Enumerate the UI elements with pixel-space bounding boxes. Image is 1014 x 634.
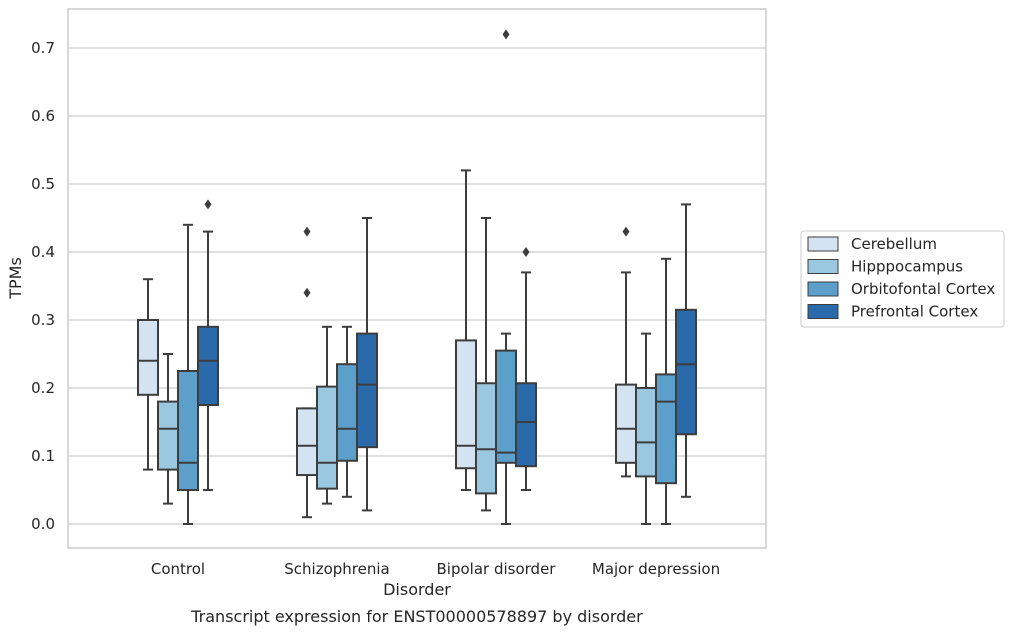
box-orbitofontal-cortex [336, 325, 358, 498]
chart-caption: Transcript expression for ENST0000057889… [190, 607, 643, 626]
y-axis-label: TPMs [6, 257, 25, 300]
x-tick-labels: Control Schizophrenia Bipolar disorder Majo… [151, 560, 720, 578]
legend-items: Cerebellum Hipppocampus Orbitofontal Corte… [807, 235, 995, 321]
iqr-box [356, 332, 378, 449]
iqr-box [615, 383, 637, 464]
legend-item: Cerebellum [807, 235, 937, 253]
iqr-box [515, 382, 537, 468]
x-tick-label: Major depression [592, 560, 720, 578]
outlier-point [204, 199, 212, 210]
box-hipppocampus [635, 332, 657, 525]
iqr-box [455, 339, 477, 470]
legend-label: Prefrontal Cortex [851, 303, 978, 321]
iqr-box [635, 387, 657, 478]
box-prefrontal-cortex [675, 203, 697, 498]
y-tick-label: 0.0 [31, 515, 55, 533]
outlier-point [622, 226, 630, 237]
legend-frame [800, 230, 1005, 328]
legend: Cerebellum Hipppocampus Orbitofontal Corte… [800, 230, 1005, 328]
box-orbitofontal-cortex [655, 257, 677, 525]
legend-swatch [807, 304, 839, 319]
legend-swatch [807, 259, 839, 274]
iqr-box [316, 385, 338, 490]
x-tick-label: Schizophrenia [284, 560, 389, 578]
x-tick-label: Control [151, 560, 205, 578]
outlier-point [303, 226, 311, 237]
legend-label: Cerebellum [851, 235, 937, 253]
y-tick-label: 0.4 [31, 243, 55, 261]
legend-swatch [807, 281, 839, 297]
iqr-box [157, 400, 179, 471]
y-tick-label: 0.1 [31, 447, 55, 465]
y-tick-label: 0.2 [31, 379, 55, 397]
box-orbitofontal-cortex [177, 223, 199, 525]
box-cerebellum [137, 278, 159, 471]
legend-item: Orbitofontal Cortex [807, 280, 995, 298]
x-tick-label: Bipolar disorder [437, 560, 557, 578]
iqr-box [475, 382, 497, 495]
outlier-point [522, 247, 530, 257]
box-layer [137, 29, 697, 525]
plot-frame [67, 8, 767, 549]
legend-swatch [807, 236, 839, 252]
box-hipppocampus [475, 217, 497, 512]
iqr-box [495, 349, 517, 464]
box-cerebellum [455, 169, 477, 491]
legend-label: Orbitofontal Cortex [851, 280, 995, 298]
legend-item: Hipppocampus [807, 258, 963, 276]
box-orbitofontal-cortex [495, 29, 517, 525]
y-tick-labels: 0.0 0.1 0.2 0.3 0.4 0.5 0.6 0.7 [31, 39, 55, 533]
box-cerebellum [296, 226, 318, 519]
outlier-point [502, 29, 510, 40]
iqr-box [675, 308, 697, 436]
iqr-box [296, 407, 318, 477]
box-hipppocampus [157, 353, 179, 505]
y-tick-label: 0.3 [31, 311, 55, 329]
iqr-box [197, 325, 219, 406]
x-axis-label: Disorder [383, 580, 451, 599]
box-prefrontal-cortex [356, 217, 378, 512]
y-tick-label: 0.5 [31, 175, 55, 193]
legend-item: Prefrontal Cortex [807, 303, 978, 321]
box-prefrontal-cortex [515, 247, 537, 491]
box-cerebellum [615, 226, 637, 478]
y-tick-label: 0.6 [31, 107, 55, 125]
box-hipppocampus [316, 325, 338, 505]
box-prefrontal-cortex [197, 199, 219, 491]
legend-label: Hipppocampus [851, 258, 963, 276]
iqr-box [336, 363, 358, 462]
iqr-box [177, 370, 199, 491]
y-tick-label: 0.7 [31, 39, 55, 57]
iqr-box [137, 319, 159, 396]
iqr-box [655, 373, 677, 485]
outlier-point [303, 287, 311, 298]
